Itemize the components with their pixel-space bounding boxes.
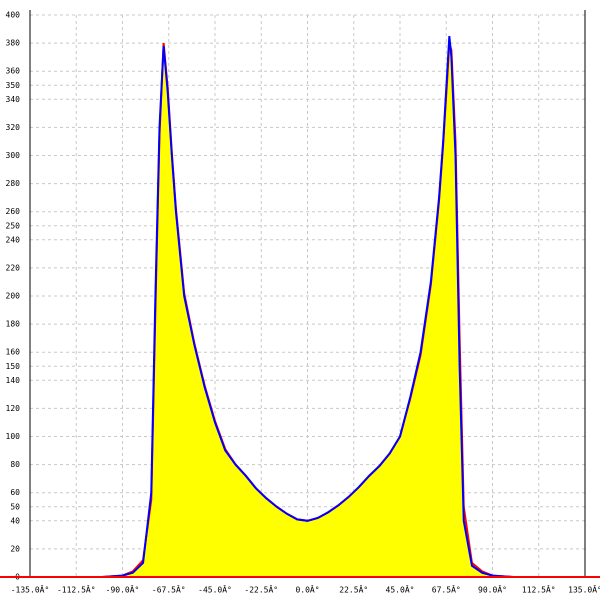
x-tick-label: 45.0Â° <box>386 584 415 595</box>
y-tick-label: 100 <box>6 432 21 441</box>
x-tick-label: 22.5Â° <box>339 584 368 595</box>
y-tick-label: 300 <box>6 151 21 160</box>
y-tick-label: 400 <box>6 11 21 20</box>
y-tick-label: 320 <box>6 123 21 132</box>
y-tick-label: 380 <box>6 39 21 48</box>
y-tick-label: 360 <box>6 67 21 76</box>
y-tick-label: 150 <box>6 362 21 371</box>
y-tick-label: 40 <box>10 516 20 525</box>
y-tick-label: 20 <box>10 544 20 553</box>
y-tick-label: 50 <box>10 502 20 511</box>
x-tick-label: 135.0Â° <box>568 584 600 595</box>
area-fill <box>30 43 585 578</box>
x-tick-label: 0.0Â° <box>295 584 319 595</box>
y-tick-label: 80 <box>10 460 20 469</box>
y-tick-label: 180 <box>6 320 21 329</box>
y-tick-label: 250 <box>6 221 21 230</box>
x-tick-label: -67.5Â° <box>152 584 186 595</box>
x-tick-label: 112.5Â° <box>522 584 556 595</box>
y-tick-label: 200 <box>6 292 21 301</box>
y-tick-label: 140 <box>6 376 21 385</box>
y-tick-label: 240 <box>6 235 21 244</box>
x-tick-label: -45.0Â° <box>198 584 232 595</box>
y-tick-label: 120 <box>6 404 21 413</box>
y-tick-label: 160 <box>6 348 21 357</box>
x-tick-label: -112.5Â° <box>57 584 96 595</box>
y-tick-label: 260 <box>6 207 21 216</box>
x-tick-label: -22.5Â° <box>244 584 278 595</box>
y-tick-label: 340 <box>6 95 21 104</box>
x-tick-label: -135.0Â° <box>11 584 50 595</box>
x-tick-label: 67.5Â° <box>432 584 461 595</box>
y-tick-label: 350 <box>6 81 21 90</box>
y-tick-label: 280 <box>6 179 21 188</box>
y-tick-label: 60 <box>10 488 20 497</box>
series-line <box>30 35 585 578</box>
x-tick-label: -90.0Â° <box>106 584 140 595</box>
x-tick-label: 90.0Â° <box>478 584 507 595</box>
y-tick-label: 220 <box>6 263 21 272</box>
